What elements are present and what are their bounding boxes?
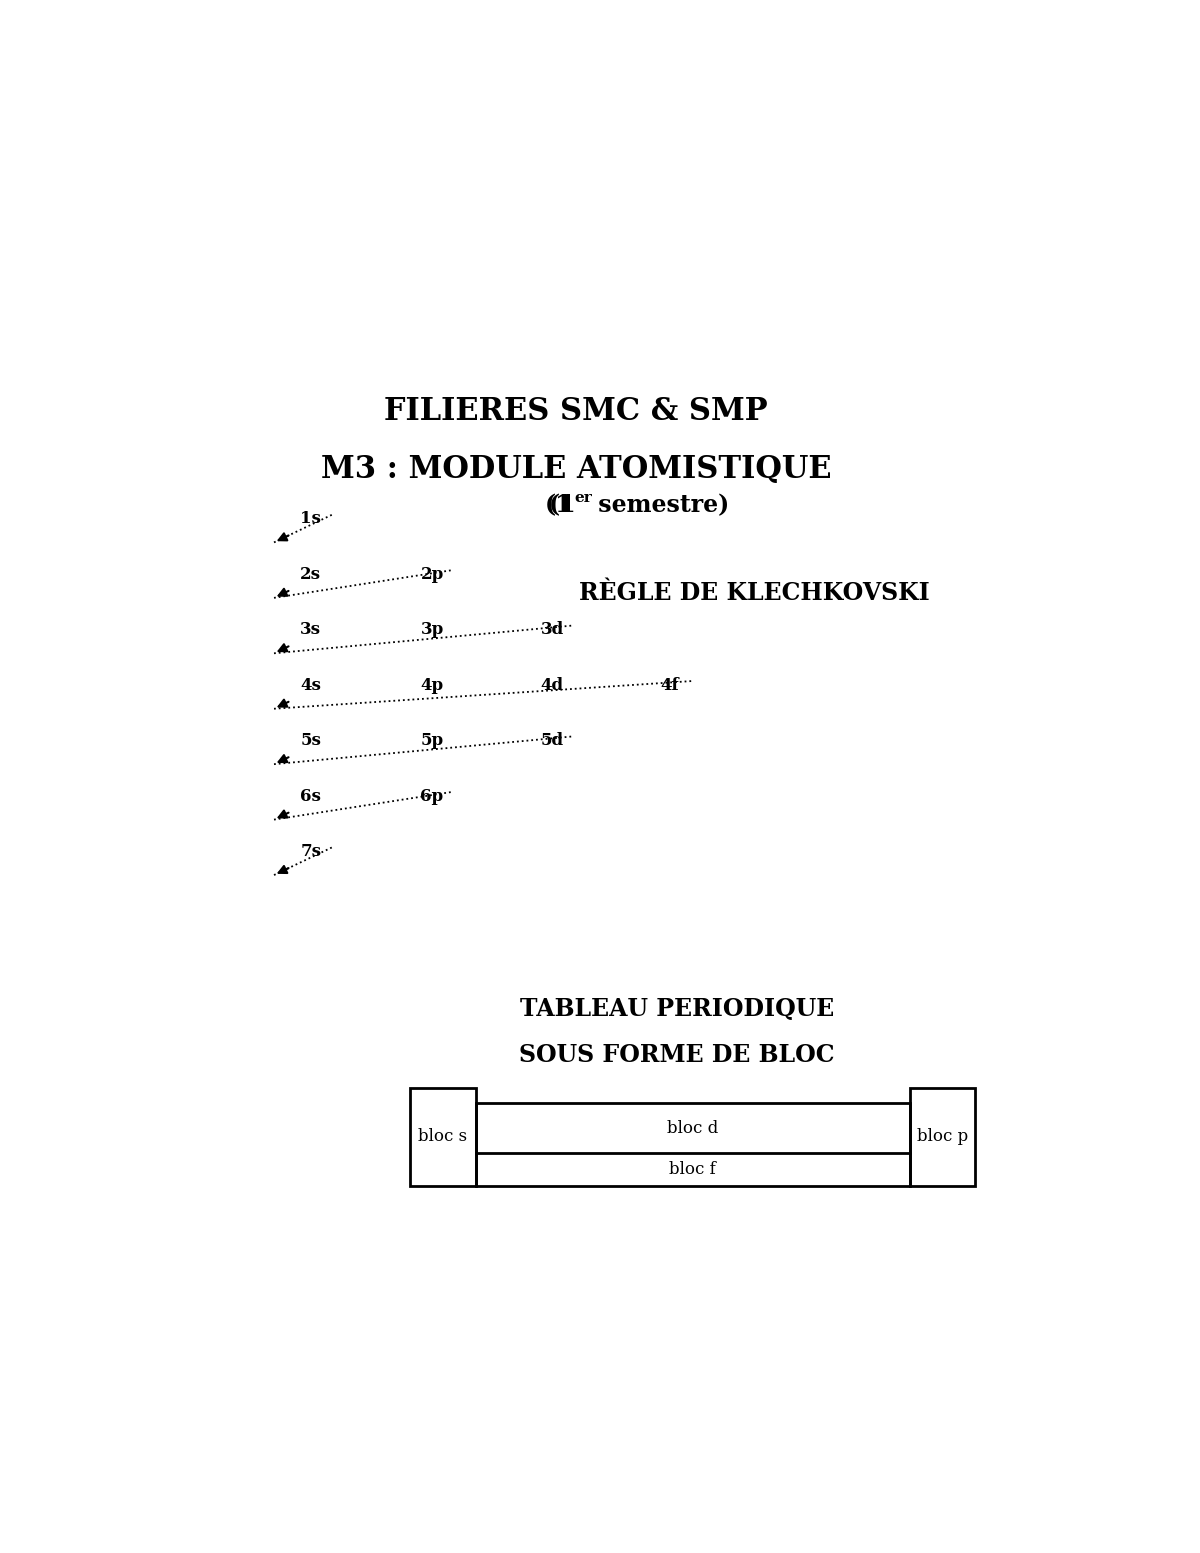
Text: FILIERES SMC & SMP: FILIERES SMC & SMP <box>384 396 768 427</box>
Text: RÈGLE DE KLECHKOVSKI: RÈGLE DE KLECHKOVSKI <box>580 581 930 606</box>
Text: 3d: 3d <box>541 621 564 638</box>
Bar <box>910 1089 976 1186</box>
Bar <box>409 1089 475 1186</box>
Text: TABLEAU PERIODIQUE: TABLEAU PERIODIQUE <box>520 997 834 1020</box>
Text: 5s: 5s <box>300 731 322 749</box>
Text: semestre): semestre) <box>590 492 730 517</box>
Text: 4s: 4s <box>300 677 322 694</box>
Text: er: er <box>574 491 592 505</box>
Text: 4p: 4p <box>420 677 444 694</box>
Text: M3 : MODULE ATOMISTIQUE: M3 : MODULE ATOMISTIQUE <box>320 453 832 485</box>
Text: 6p: 6p <box>420 787 444 804</box>
Text: 3s: 3s <box>300 621 322 638</box>
Text: bloc s: bloc s <box>418 1129 467 1146</box>
Text: SOUS FORME DE BLOC: SOUS FORME DE BLOC <box>520 1044 835 1067</box>
Text: 5p: 5p <box>420 731 444 749</box>
Text: (1: (1 <box>548 492 576 517</box>
Text: 2s: 2s <box>300 565 322 582</box>
Text: 6s: 6s <box>300 787 322 804</box>
Text: 4d: 4d <box>541 677 564 694</box>
Text: 5d: 5d <box>541 731 564 749</box>
Text: 1s: 1s <box>300 511 322 528</box>
Text: 2p: 2p <box>420 565 444 582</box>
Text: 7s: 7s <box>300 843 322 860</box>
Text: 4f: 4f <box>661 677 679 694</box>
Text: bloc d: bloc d <box>667 1120 718 1137</box>
Bar <box>475 1104 910 1186</box>
Text: bloc p: bloc p <box>917 1129 968 1146</box>
Text: (1: (1 <box>545 492 572 517</box>
Text: bloc f: bloc f <box>670 1162 716 1179</box>
Text: 3p: 3p <box>420 621 444 638</box>
